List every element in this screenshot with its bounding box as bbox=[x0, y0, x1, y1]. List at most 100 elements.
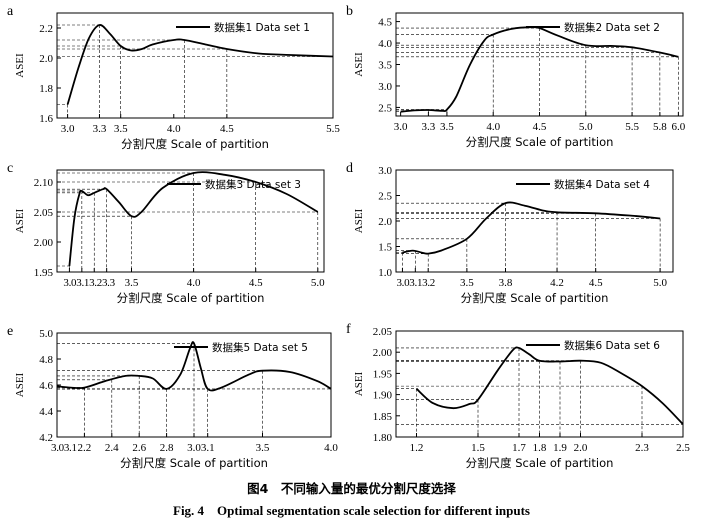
y-tick-label: 1.85 bbox=[373, 411, 393, 423]
legend-label: 数据集2 Data set 2 bbox=[564, 21, 660, 34]
x-tick-label: 4.5 bbox=[220, 123, 234, 135]
y-axis-label: ASEI bbox=[14, 208, 26, 233]
legend-label: 数据集6 Data set 6 bbox=[564, 339, 660, 352]
x-tick-label: 3.3 bbox=[422, 121, 436, 133]
y-tick-label: 3.0 bbox=[378, 165, 392, 177]
y-tick-label: 1.8 bbox=[39, 83, 53, 95]
x-tick-label: 3.5 bbox=[460, 277, 474, 289]
x-tick-label: 5.5 bbox=[326, 123, 340, 135]
series-line bbox=[66, 24, 334, 105]
y-axis-label: ASEI bbox=[353, 371, 365, 396]
panel-label: d bbox=[346, 161, 353, 176]
x-axis-label: 分割尺度 Scale of partition bbox=[466, 135, 614, 149]
legend-label: 数据集5 Data set 5 bbox=[212, 341, 308, 354]
y-tick-label: 2.05 bbox=[373, 326, 393, 338]
chart-panel-e: e 4.2 4.4 4.6 4.8 5.0 2.2 2.4 2.6 2.8 3.0 3.1 3.5 4.0… bbox=[7, 324, 338, 470]
legend-label: 数据集4 Data set 4 bbox=[554, 178, 650, 191]
y-tick-label: 2.00 bbox=[373, 347, 393, 359]
series-line bbox=[68, 171, 319, 267]
plot-frame bbox=[56, 169, 325, 273]
panel-label: a bbox=[7, 4, 14, 19]
x-axis-label: 分割尺度 Scale of partition bbox=[461, 291, 609, 305]
x-axis-label: 分割尺度 Scale of partition bbox=[117, 291, 265, 305]
x-tick-label: 2.2 bbox=[78, 442, 92, 454]
figure-caption-english: Fig. 4 Optimal segmentation scale select… bbox=[173, 503, 530, 518]
x-axis-label: 分割尺度 Scale of partition bbox=[121, 137, 269, 151]
x-tick-label: 3.0 bbox=[187, 442, 201, 454]
y-tick-label: 2.10 bbox=[34, 177, 54, 189]
x-tick-label: 1.7 bbox=[512, 442, 526, 454]
x-tick-label: 1.2 bbox=[410, 442, 424, 454]
x-tick-label: 2.0 bbox=[574, 442, 588, 454]
x-tick-label: 4.5 bbox=[589, 277, 603, 289]
chart-panel-b: b2.53.03.54.04.53.0 3.3 3.5 4.0 4.5 5.0 5.5 5.8… bbox=[346, 4, 686, 149]
y-tick-label: 2.0 bbox=[378, 216, 392, 228]
x-tick-label: 4.0 bbox=[486, 121, 500, 133]
chart-panel-d: d 1.0 1.5 2.0 2.5 3.0 3.5 3.8 4.2 4.5 5.0 3.03.13.2… bbox=[346, 161, 674, 305]
series-line bbox=[56, 341, 332, 392]
x-tick-label: 4.0 bbox=[187, 277, 201, 289]
x-tick-label: 5.5 bbox=[625, 121, 639, 133]
y-tick-label: 2.0 bbox=[39, 53, 53, 65]
x-tick-label-cluster: 3.03.13.23.3 bbox=[63, 277, 115, 289]
y-axis-label: ASEI bbox=[353, 52, 365, 77]
y-tick-label: 1.0 bbox=[378, 267, 392, 279]
x-tick-label: 5.0 bbox=[311, 277, 325, 289]
series-line bbox=[415, 346, 684, 425]
x-tick-label: 4.2 bbox=[550, 277, 564, 289]
panel-label: f bbox=[346, 322, 351, 337]
x-tick-label: 4.0 bbox=[324, 442, 338, 454]
x-tick-label: 5.8 bbox=[653, 121, 667, 133]
x-tick-label: 6.0 bbox=[671, 121, 685, 133]
x-tick-label: 1.8 bbox=[533, 442, 547, 454]
series-line bbox=[402, 201, 661, 255]
y-tick-label: 5.0 bbox=[39, 328, 53, 340]
y-tick-label: 2.05 bbox=[34, 207, 54, 219]
x-tick-label-cluster: 3.03.1 bbox=[51, 442, 77, 454]
x-tick-label: 4.0 bbox=[167, 123, 181, 135]
x-tick-label: 3.0 bbox=[394, 121, 408, 133]
y-tick-label: 3.5 bbox=[378, 60, 392, 72]
x-tick-label: 3.5 bbox=[114, 123, 128, 135]
x-tick-label-cluster: 3.03.13.2 bbox=[396, 277, 435, 289]
y-tick-label: 1.5 bbox=[378, 242, 392, 254]
y-tick-label: 2.2 bbox=[39, 23, 53, 35]
y-tick-label: 1.95 bbox=[373, 368, 393, 380]
plot-frame bbox=[56, 12, 334, 119]
x-tick-label: 2.4 bbox=[105, 442, 119, 454]
y-axis-label: ASEI bbox=[14, 372, 26, 397]
x-tick-label: 3.5 bbox=[440, 121, 454, 133]
x-tick-label: 2.8 bbox=[160, 442, 174, 454]
x-tick-label: 3.5 bbox=[125, 277, 139, 289]
panel-label: b bbox=[346, 4, 353, 19]
y-tick-label: 4.2 bbox=[39, 432, 53, 444]
y-axis-label: ASEI bbox=[353, 208, 365, 233]
x-tick-label: 2.3 bbox=[635, 442, 649, 454]
x-tick-label: 3.0 bbox=[61, 123, 75, 135]
x-tick-label: 1.9 bbox=[553, 442, 567, 454]
chart-panel-f: f 1.80 1.85 1.90 1.95 2.00 2.05 1.2 1.5 1.7 1.8 1.9… bbox=[346, 322, 690, 470]
y-tick-label: 1.6 bbox=[39, 113, 53, 125]
chart-panel-c: c 1.95 2.00 2.05 2.10 3.5 4.0 4.5 5.0 3.03.13.23.… bbox=[7, 161, 325, 305]
y-tick-label: 4.4 bbox=[39, 406, 53, 418]
legend-label: 数据集1 Data set 1 bbox=[214, 21, 310, 34]
panel-label: e bbox=[7, 324, 13, 339]
y-tick-label: 1.95 bbox=[34, 267, 54, 279]
x-tick-label: 2.6 bbox=[132, 442, 146, 454]
y-tick-label: 4.0 bbox=[378, 38, 392, 50]
y-tick-label: 2.5 bbox=[378, 102, 392, 114]
x-axis-label: 分割尺度 Scale of partition bbox=[466, 456, 614, 470]
x-tick-label: 3.5 bbox=[256, 442, 270, 454]
x-tick-label: 2.5 bbox=[676, 442, 690, 454]
x-axis-label: 分割尺度 Scale of partition bbox=[120, 456, 268, 470]
panel-label: c bbox=[7, 161, 13, 176]
y-tick-label: 4.5 bbox=[378, 17, 392, 29]
y-tick-label: 2.5 bbox=[378, 191, 392, 203]
x-tick-label: 1.5 bbox=[471, 442, 485, 454]
x-tick-label: 4.5 bbox=[249, 277, 263, 289]
figure-caption-chinese: 图4 不同输入量的最优分割尺度选择 bbox=[247, 481, 456, 496]
y-tick-label: 3.0 bbox=[378, 81, 392, 93]
chart-panel-a: a 1.6 1.8 2.0 2.2 3.0 3.3 3.5 4.0 4.5 5.5 分割尺度 Scal… bbox=[7, 4, 340, 151]
x-tick-label: 5.0 bbox=[579, 121, 593, 133]
